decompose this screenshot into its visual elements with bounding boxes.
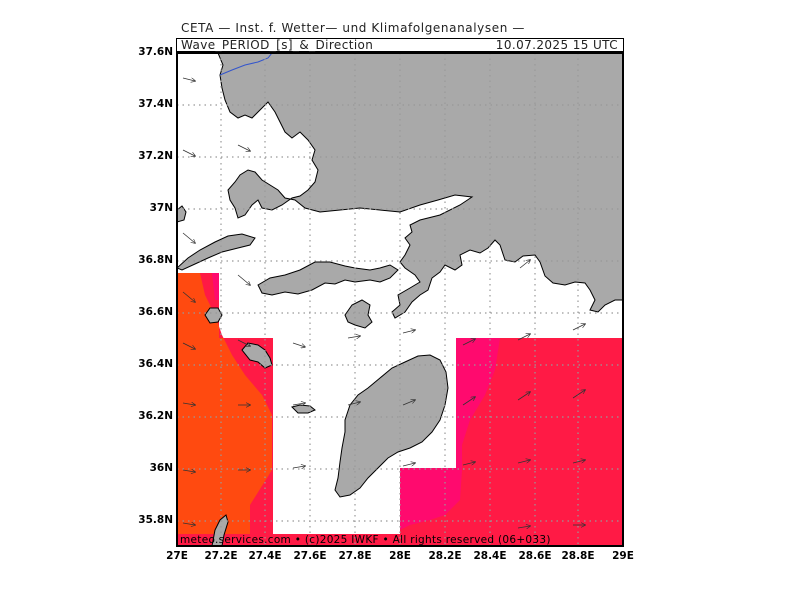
period-zone-south-band (177, 534, 623, 546)
wave-arrow (517, 460, 530, 464)
wave-arrow (519, 260, 530, 269)
wave-arrow (462, 462, 475, 466)
lat-label-36-2: 36.2N (138, 410, 173, 422)
wave-arrow (402, 330, 415, 334)
wave-arrow (572, 390, 585, 399)
wave-arrow (462, 339, 475, 346)
lat-label-36-6: 36.6N (138, 306, 173, 318)
lon-label-27-2: 27.2E (204, 550, 238, 562)
rhodes-island (334, 354, 449, 498)
turkey-mainland (217, 53, 623, 319)
wave-direction-arrows (182, 77, 585, 528)
wave-arrow (237, 339, 250, 346)
lon-label-27-4: 27.4E (248, 550, 282, 562)
lon-label-28-8: 28.8E (561, 550, 595, 562)
lat-label-36-4: 36.4N (138, 358, 173, 370)
lon-label-27-8: 27.8E (338, 550, 372, 562)
karpathos-north (211, 514, 229, 546)
map-frame (176, 52, 624, 547)
header-box (176, 38, 624, 52)
wave-arrow (517, 392, 530, 401)
period-zone-east-magenta (400, 338, 500, 530)
wave-arrow (292, 403, 305, 405)
wave-arrow (182, 470, 195, 472)
period-zone-west-edge (200, 273, 273, 535)
wave-arrow (182, 149, 195, 156)
wave-arrow (517, 526, 530, 528)
wave-arrow (237, 144, 250, 151)
lat-label-36: 36N (149, 462, 173, 474)
datca-peninsula (257, 261, 399, 296)
river-line (219, 53, 273, 76)
wave-arrow (347, 336, 360, 338)
lon-label-28-2: 28.2E (428, 550, 462, 562)
period-zone-west-strip (212, 273, 219, 300)
wave-arrow (182, 291, 195, 302)
lon-label-28-4: 28.4E (473, 550, 507, 562)
lon-label-28: 28E (389, 550, 411, 562)
wave-arrow (182, 342, 195, 349)
islet-alimia (291, 404, 316, 414)
lat-label-36-8: 36.8N (138, 254, 173, 266)
parameter-label: Wave_PERIOD_[s]_&_Direction (181, 38, 374, 52)
lon-label-28-6: 28.6E (518, 550, 552, 562)
lat-label-37-2: 37.2N (138, 150, 173, 162)
wave-arrow (462, 397, 475, 406)
wave-arrow (402, 400, 415, 406)
lon-label-27: 27E (166, 550, 188, 562)
land (177, 53, 623, 546)
wave-arrow (182, 523, 195, 525)
chart-title: CETA — Inst. f. Wetter— und Klimafolgena… (181, 21, 525, 35)
lat-label-37-6: 37.6N (138, 46, 173, 58)
wave-arrow (182, 77, 195, 81)
wave-arrow (182, 232, 195, 243)
islet-northwest (177, 205, 187, 223)
wave-arrow (292, 466, 305, 468)
wave-arrow (402, 463, 415, 467)
lon-label-29: 29E (612, 550, 634, 562)
lat-label-35-8: 35.8N (138, 514, 173, 526)
symi-island (344, 299, 373, 329)
wave-arrow (237, 274, 250, 285)
wave-arrow (572, 460, 585, 464)
wave-arrow (517, 334, 530, 341)
wave-arrow (347, 402, 360, 406)
lon-label-27-6: 27.6E (293, 550, 327, 562)
nisyros-island (204, 307, 223, 324)
copyright-footer: meteo.services.com • (c)2025 IWKF • All … (180, 534, 551, 546)
kos-island (177, 233, 256, 271)
wave-arrow (292, 342, 305, 347)
valid-time: 10.07.2025 15 UTC (495, 38, 618, 52)
lat-label-37-4: 37.4N (138, 98, 173, 110)
lat-label-37: 37N (149, 202, 173, 214)
wave-arrow (572, 324, 585, 331)
wave-arrow (182, 403, 195, 405)
